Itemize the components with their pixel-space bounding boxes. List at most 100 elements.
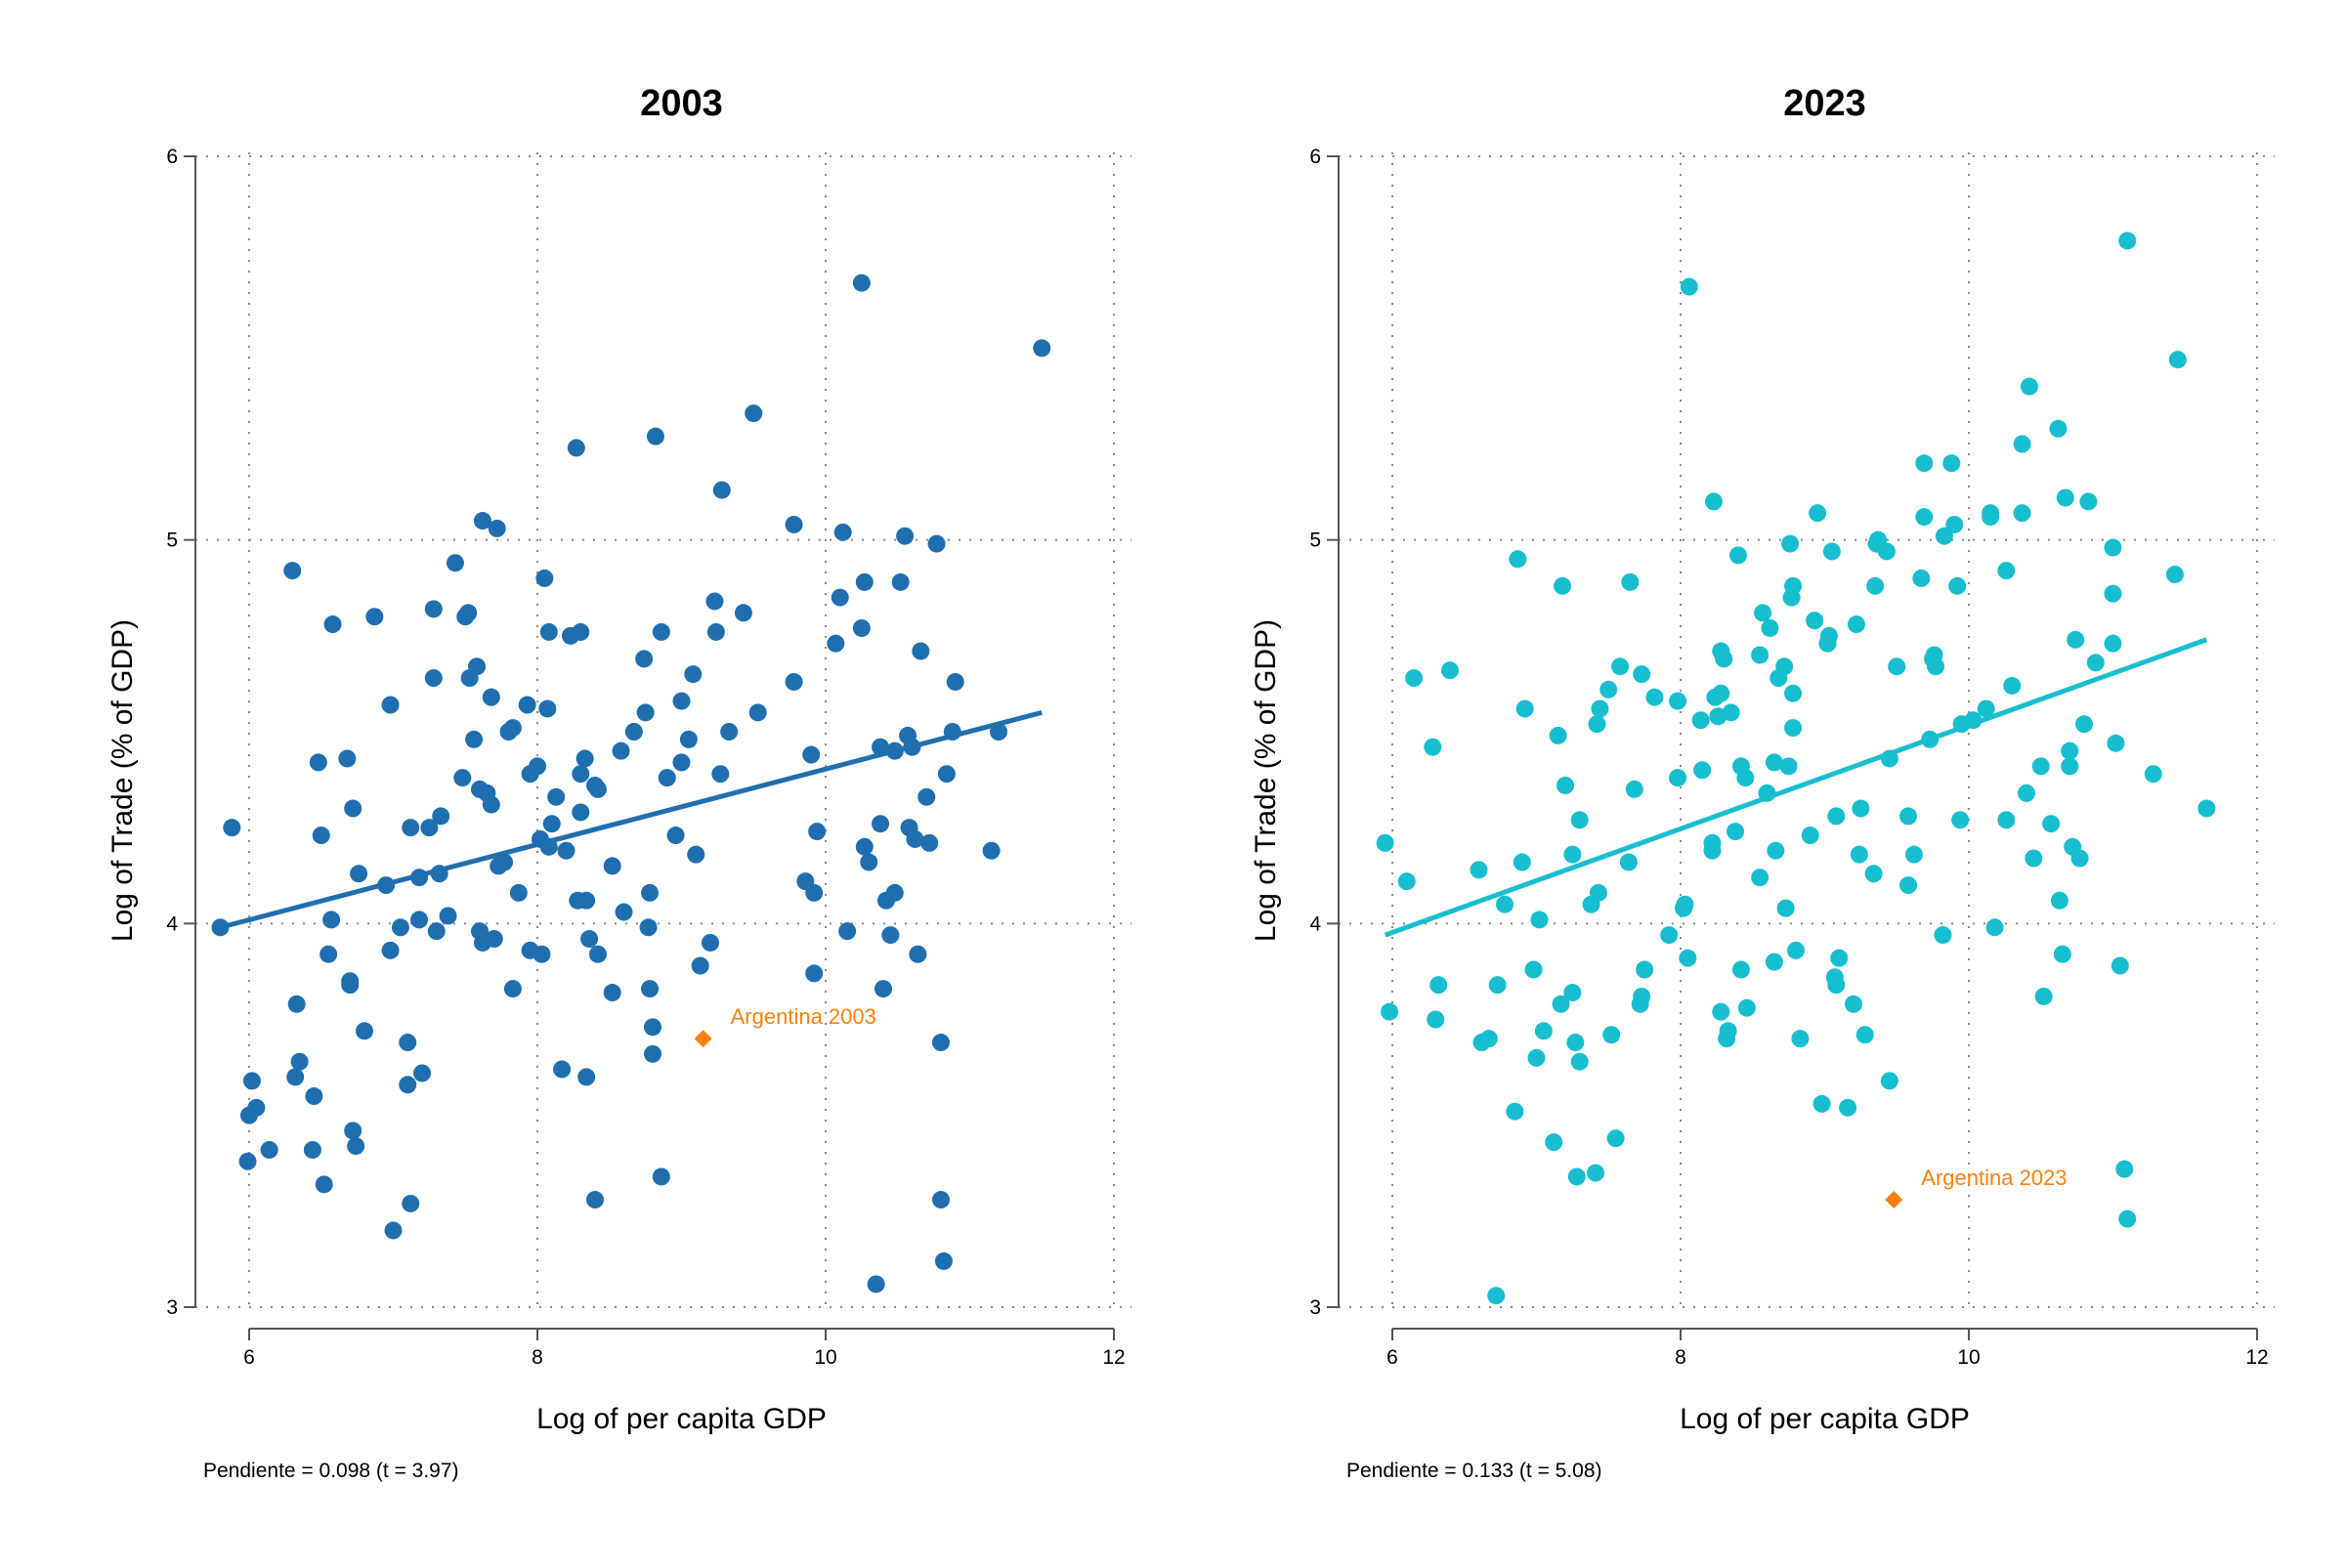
scatter-point <box>384 1221 403 1240</box>
scatter-point <box>344 799 362 818</box>
scatter-point <box>315 1175 333 1194</box>
scatter-point <box>260 1141 278 1160</box>
scatter-point <box>391 918 409 937</box>
scatter-point <box>2018 784 2035 802</box>
scatter-point <box>615 903 633 921</box>
scatter-point <box>937 765 956 784</box>
scatter-point <box>646 427 664 445</box>
panel-title: 2003 <box>640 83 723 124</box>
scatter-point <box>1850 845 1868 864</box>
scatter-point <box>459 604 478 622</box>
scatter-point <box>748 703 767 722</box>
argentina-marker <box>694 1030 712 1048</box>
scatter-point <box>439 907 457 925</box>
scatter-point <box>1912 569 1931 587</box>
scatter-point <box>420 819 439 837</box>
scatter-point <box>1775 657 1794 676</box>
scatter-point <box>1982 504 2000 523</box>
scatter-point <box>399 1076 417 1094</box>
scatter-point <box>679 730 698 748</box>
scatter-point <box>1866 576 1885 595</box>
scatter-point <box>553 1060 572 1079</box>
scatter-point <box>1997 811 2016 829</box>
scatter-point <box>1904 845 1923 864</box>
scatter-point <box>588 945 607 963</box>
scatter-point <box>691 956 709 975</box>
scatter-point <box>1819 626 1838 645</box>
scatter-point <box>2025 849 2043 868</box>
scatter-point <box>1563 984 1582 1002</box>
scatter-point <box>1602 1026 1621 1044</box>
scatter-point <box>312 826 330 845</box>
scatter-point <box>1397 872 1416 891</box>
scatter-point <box>588 780 607 798</box>
scatter-point <box>1606 1129 1625 1148</box>
scatter-point <box>874 980 892 998</box>
scatter-point <box>1787 941 1805 959</box>
scatter-point <box>1751 646 1769 664</box>
scatter-point <box>1586 1164 1604 1182</box>
scatter-point <box>1680 277 1698 296</box>
scatter-point <box>1888 657 1906 676</box>
scatter-point <box>1570 811 1589 829</box>
scatter-point <box>381 696 400 714</box>
scatter-point <box>934 1251 953 1270</box>
chart-panel-2003: 2003 3 4 5 6 6 8 10 12 Log of per capita GDP Log o… <box>107 83 1131 1482</box>
scatter-point <box>867 1275 885 1293</box>
scatter-point <box>1852 799 1870 818</box>
scatter-point <box>2013 504 2031 523</box>
scatter-point <box>1636 960 1654 979</box>
scatter-point <box>2197 799 2216 818</box>
scatter-point <box>612 742 630 760</box>
scatter-point <box>1942 454 1961 473</box>
x-axis-label: Log of per capita GDP <box>1680 1403 1970 1435</box>
scatter-point <box>1570 1052 1589 1071</box>
scatter-point <box>1985 918 2004 937</box>
scatter-point <box>1625 780 1643 798</box>
scatter-point <box>402 819 420 837</box>
scatter-point <box>1549 726 1567 744</box>
scatter-point <box>1754 604 1772 622</box>
scatter-point <box>852 618 871 637</box>
scatter-point <box>1669 692 1687 710</box>
scatter-point <box>920 833 939 852</box>
scatter-point <box>2144 765 2162 784</box>
scatter-point <box>2118 1209 2137 1228</box>
scatter-point <box>1588 715 1606 734</box>
scatter-point <box>2049 419 2068 438</box>
x-tick-label: 12 <box>2245 1346 2268 1369</box>
panel-title: 2023 <box>1783 83 1866 124</box>
argentina-marker <box>1885 1191 1903 1209</box>
scatter-point <box>1545 1133 1563 1152</box>
scatter-point <box>350 865 368 883</box>
scatter-point <box>805 964 824 983</box>
scatter-point <box>432 807 450 826</box>
x-tick-label: 8 <box>532 1346 543 1369</box>
scatter-point <box>802 745 821 764</box>
scatter-point <box>465 730 484 748</box>
scatter-point <box>1556 776 1574 794</box>
scatter-point <box>1719 1022 1737 1040</box>
scatter-point <box>917 787 936 806</box>
scatter-point <box>365 608 384 626</box>
scatter-point <box>896 527 915 545</box>
scatter-point <box>852 274 871 292</box>
scatter-point <box>785 515 803 533</box>
scatter-point <box>639 918 658 937</box>
scatter-point <box>1566 1034 1585 1052</box>
scatter-point <box>672 692 691 710</box>
scatter-point <box>2110 956 2129 975</box>
scatter-point <box>1645 688 1664 706</box>
scatter-point <box>247 1098 266 1117</box>
y-tick-label: 3 <box>1309 1296 1321 1319</box>
scatter-point <box>322 911 341 929</box>
scatter-point <box>1729 546 1747 565</box>
scatter-point <box>1784 719 1803 738</box>
scatter-point <box>734 604 752 622</box>
scatter-point <box>1033 339 1051 358</box>
scatter-point <box>2075 715 2093 734</box>
scatter-point <box>2042 815 2061 833</box>
scatter-point <box>785 672 803 691</box>
scatter-point <box>1441 661 1459 680</box>
